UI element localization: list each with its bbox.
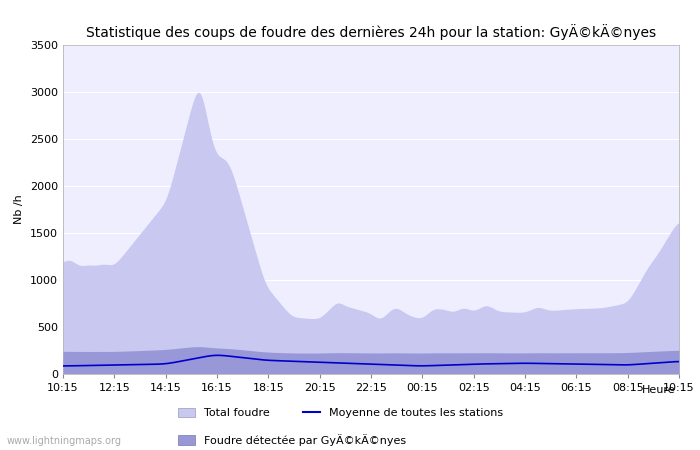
Text: Heure: Heure bbox=[642, 385, 675, 395]
Y-axis label: Nb /h: Nb /h bbox=[15, 194, 24, 224]
Legend: Foudre détectée par GyÄ©kÄ©nyes: Foudre détectée par GyÄ©kÄ©nyes bbox=[174, 429, 410, 450]
Text: www.lightningmaps.org: www.lightningmaps.org bbox=[7, 436, 122, 446]
Title: Statistique des coups de foudre des dernières 24h pour la station: GyÄ©kÄ©nyes: Statistique des coups de foudre des dern… bbox=[86, 24, 656, 40]
